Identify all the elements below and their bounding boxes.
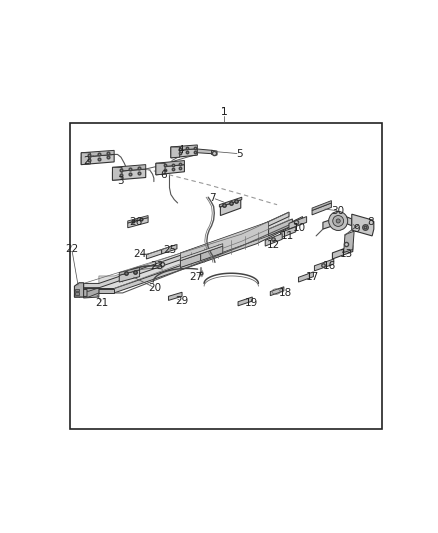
Text: 20: 20 (148, 283, 162, 293)
Circle shape (333, 215, 344, 227)
Polygon shape (212, 150, 217, 155)
Circle shape (336, 219, 340, 223)
Polygon shape (81, 150, 114, 157)
Polygon shape (81, 153, 90, 165)
Text: 25: 25 (163, 245, 177, 255)
Text: 9: 9 (353, 224, 360, 234)
Text: 19: 19 (245, 298, 258, 308)
Text: 13: 13 (340, 249, 353, 259)
Polygon shape (180, 254, 201, 268)
Text: 27: 27 (189, 272, 202, 281)
Polygon shape (332, 245, 353, 259)
Polygon shape (289, 216, 307, 229)
Polygon shape (180, 222, 268, 268)
Polygon shape (219, 197, 242, 207)
Polygon shape (169, 292, 182, 301)
Polygon shape (99, 216, 303, 293)
Polygon shape (265, 233, 282, 246)
Text: 2: 2 (84, 156, 90, 166)
Polygon shape (128, 217, 148, 228)
Text: 29: 29 (175, 296, 189, 306)
Polygon shape (180, 244, 223, 261)
Polygon shape (75, 288, 79, 291)
Text: 16: 16 (323, 261, 336, 271)
Polygon shape (312, 200, 332, 211)
Polygon shape (128, 215, 148, 223)
Text: 10: 10 (293, 223, 306, 233)
Polygon shape (238, 297, 252, 306)
Polygon shape (156, 160, 184, 167)
Polygon shape (146, 249, 162, 259)
Text: 1: 1 (221, 107, 228, 117)
Polygon shape (201, 246, 223, 261)
Polygon shape (352, 214, 374, 236)
Polygon shape (220, 199, 241, 215)
Text: 17: 17 (306, 272, 319, 281)
Text: 1: 1 (221, 107, 228, 117)
Polygon shape (113, 165, 146, 172)
Polygon shape (312, 203, 332, 215)
Polygon shape (113, 167, 122, 180)
Polygon shape (81, 155, 114, 165)
Text: 12: 12 (267, 240, 280, 251)
Polygon shape (162, 245, 177, 254)
Polygon shape (343, 231, 354, 253)
Polygon shape (156, 165, 184, 175)
Polygon shape (74, 288, 99, 297)
Polygon shape (171, 147, 180, 158)
Text: 18: 18 (279, 288, 292, 298)
Polygon shape (171, 145, 197, 151)
Polygon shape (171, 149, 197, 158)
Text: 23: 23 (150, 261, 163, 271)
Text: 5: 5 (237, 149, 243, 159)
Polygon shape (75, 292, 79, 295)
Polygon shape (84, 288, 99, 293)
Polygon shape (84, 288, 114, 293)
Polygon shape (298, 272, 314, 282)
Polygon shape (74, 282, 84, 297)
Polygon shape (84, 212, 289, 288)
Polygon shape (84, 288, 99, 298)
Polygon shape (156, 163, 165, 175)
Circle shape (328, 212, 348, 230)
Polygon shape (323, 215, 352, 229)
Text: 21: 21 (95, 298, 109, 308)
Text: 22: 22 (65, 244, 78, 254)
Text: 6: 6 (160, 170, 167, 180)
Polygon shape (113, 169, 146, 180)
Text: 3: 3 (118, 176, 124, 186)
Text: 11: 11 (281, 231, 294, 241)
Polygon shape (197, 149, 212, 154)
Polygon shape (280, 227, 296, 238)
Polygon shape (270, 287, 284, 296)
Text: 30: 30 (332, 206, 345, 216)
Text: 26: 26 (130, 217, 143, 227)
Text: 8: 8 (367, 217, 374, 227)
Polygon shape (119, 270, 140, 282)
Polygon shape (74, 289, 87, 297)
Polygon shape (119, 268, 140, 275)
Polygon shape (314, 259, 334, 271)
Text: 24: 24 (133, 249, 146, 259)
Polygon shape (268, 219, 293, 236)
Polygon shape (99, 212, 289, 288)
Text: 4: 4 (177, 146, 184, 155)
Text: 7: 7 (209, 193, 216, 203)
